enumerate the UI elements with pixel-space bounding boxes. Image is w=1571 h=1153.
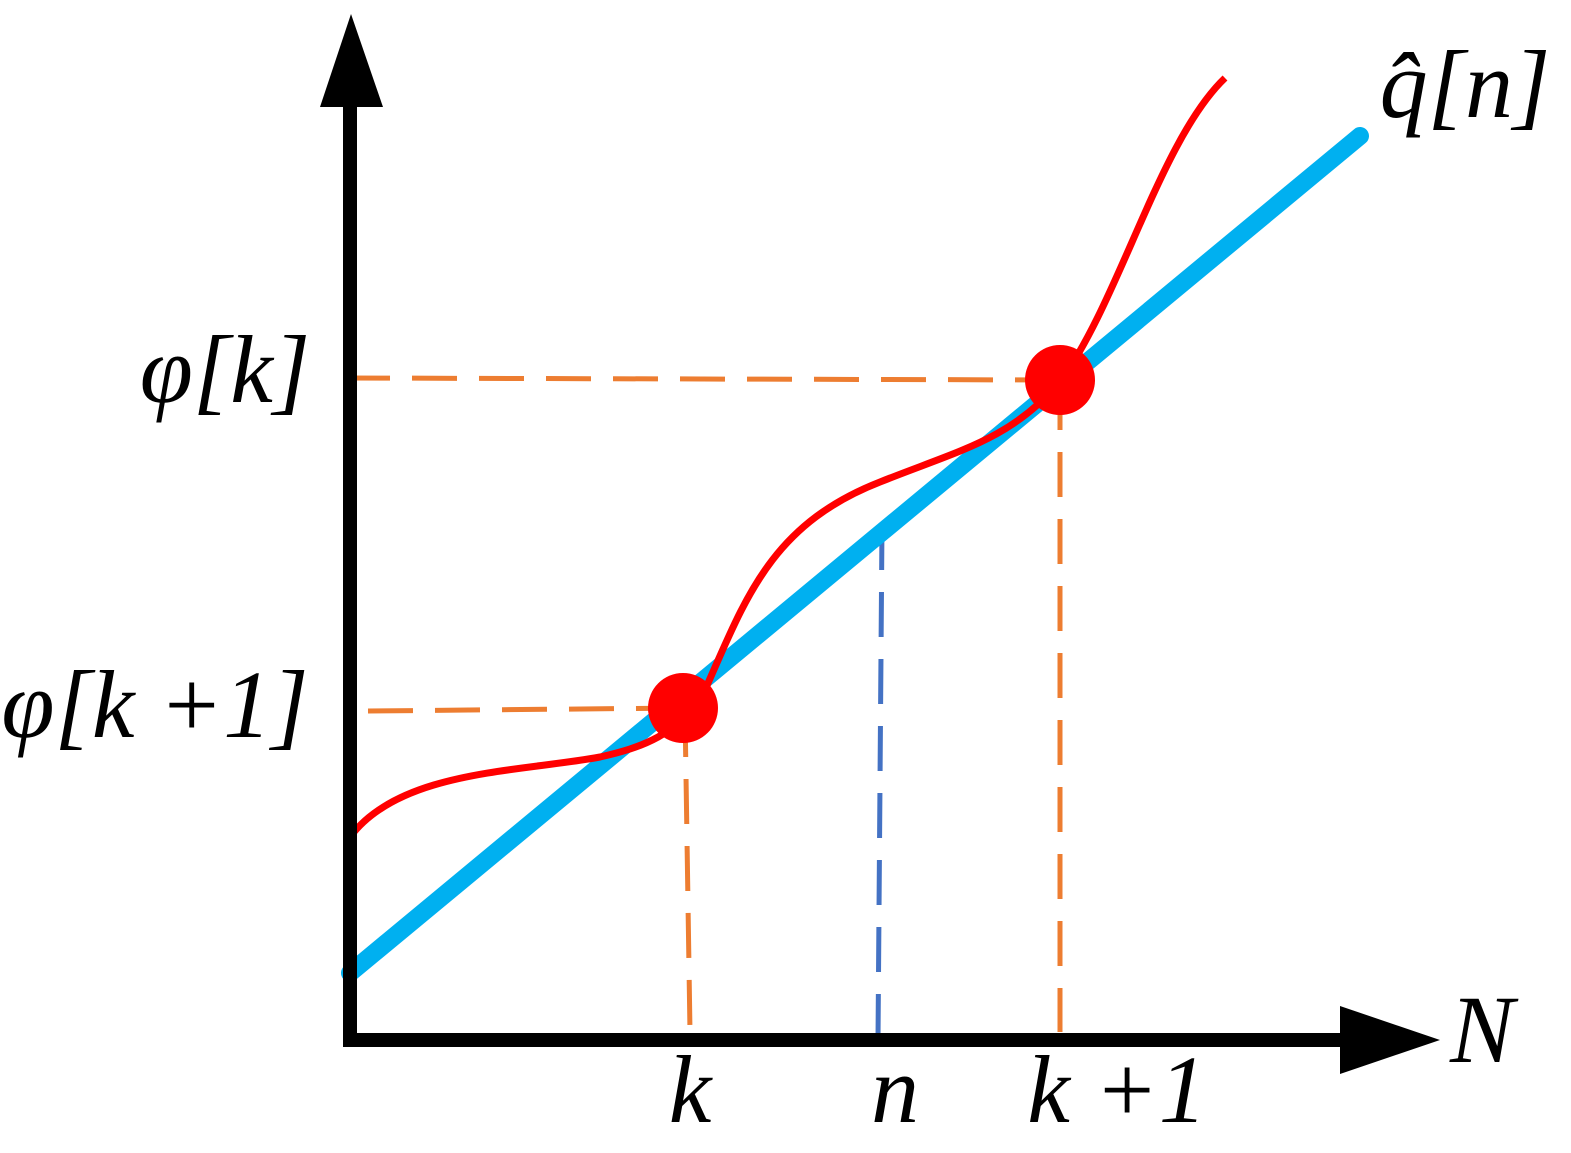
guide-line: [682, 711, 693, 1033]
sample-point: [1025, 345, 1095, 415]
x-label: k +1: [1027, 1036, 1206, 1143]
x-axis-label: N: [1449, 976, 1519, 1083]
n-guide-line: [875, 524, 885, 1041]
curve-label: q̂[n]: [1380, 31, 1551, 138]
guide-line: [344, 375, 1061, 383]
x-label: k: [669, 1036, 714, 1143]
curve: [347, 75, 1228, 840]
sample-point: [648, 673, 718, 743]
guide-line: [367, 705, 684, 714]
y-axis-arrow: [320, 14, 383, 107]
y-label: φ[k +1]: [1, 651, 308, 758]
guide-lines: [344, 375, 1063, 1033]
x-axis-arrow: [1340, 1006, 1440, 1074]
linear-fit: [341, 127, 1369, 982]
x-label: n: [871, 1036, 919, 1143]
y-label: φ[k]: [140, 316, 310, 423]
